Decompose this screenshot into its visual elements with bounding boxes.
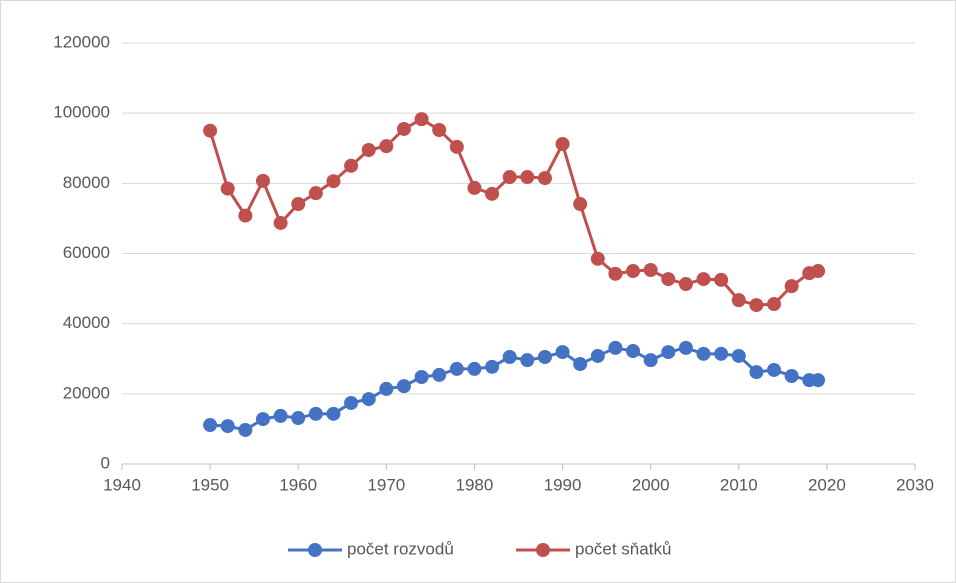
data-point [396,379,411,394]
data-point [520,353,535,368]
data-point [449,361,464,376]
data-point [432,367,447,382]
data-point [361,392,376,407]
data-point [608,340,623,355]
data-point [643,262,658,277]
data-point [238,208,253,223]
data-point [731,293,746,308]
data-point [203,123,218,138]
data-point [749,298,764,313]
data-point [485,359,500,374]
data-point [485,186,500,201]
legend-marker [308,543,322,557]
data-point [467,361,482,376]
x-tick-label: 1970 [367,475,405,494]
data-point [291,411,306,426]
data-point [203,418,218,433]
data-point [643,353,658,368]
data-point [714,346,729,361]
data-point [537,171,552,186]
data-point [811,373,826,388]
y-tick-label: 0 [101,453,110,472]
legend-label: počet sňatků [575,539,671,558]
data-point [379,381,394,396]
data-point [273,215,288,230]
y-tick-label: 100000 [53,103,110,122]
x-tick-label: 2000 [632,475,670,494]
x-tick-label: 2010 [720,475,758,494]
data-point [590,251,605,266]
x-tick-label: 1950 [191,475,229,494]
data-point [308,406,323,421]
data-point [273,408,288,423]
legend-label: počet rozvodů [347,539,454,558]
x-tick-label: 2020 [808,475,846,494]
data-point [573,357,588,372]
data-point [626,264,641,279]
data-point [661,345,676,360]
data-point [696,346,711,361]
data-point [573,197,588,212]
data-point [811,264,826,279]
data-point [361,143,376,158]
x-tick-label: 1960 [279,475,317,494]
y-tick-label: 60000 [63,243,110,262]
data-point [749,365,764,380]
data-point [344,158,359,173]
data-point [255,173,270,188]
data-point [784,368,799,383]
data-point [784,279,799,294]
data-point [220,181,235,196]
legend-marker [536,543,550,557]
data-point [608,266,623,281]
data-point [414,112,429,127]
data-point [326,406,341,421]
x-tick-label: 1980 [456,475,494,494]
data-point [396,121,411,136]
data-point [767,362,782,377]
data-point [432,123,447,138]
y-tick-label: 80000 [63,173,110,192]
data-point [255,412,270,427]
data-point [678,340,693,355]
data-point [238,422,253,437]
data-point [220,419,235,434]
data-point [661,272,676,287]
data-point [696,272,711,287]
data-point [291,197,306,212]
y-tick-label: 40000 [63,313,110,332]
data-point [731,348,746,363]
data-point [326,174,341,189]
data-point [414,369,429,384]
data-point [626,344,641,359]
data-point [449,139,464,154]
data-point [555,345,570,360]
y-tick-label: 120000 [53,32,110,51]
data-point [308,186,323,201]
data-point [502,349,517,364]
data-point [590,348,605,363]
data-point [344,395,359,410]
data-point [555,137,570,152]
data-point [502,170,517,185]
y-tick-label: 20000 [63,383,110,402]
data-point [714,272,729,287]
data-point [520,170,535,185]
x-tick-label: 2030 [896,475,934,494]
data-point [678,277,693,292]
data-point [767,297,782,312]
x-tick-label: 1990 [544,475,582,494]
data-point [537,349,552,364]
data-point [467,180,482,195]
data-point [379,139,394,154]
x-tick-label: 1940 [103,475,141,494]
